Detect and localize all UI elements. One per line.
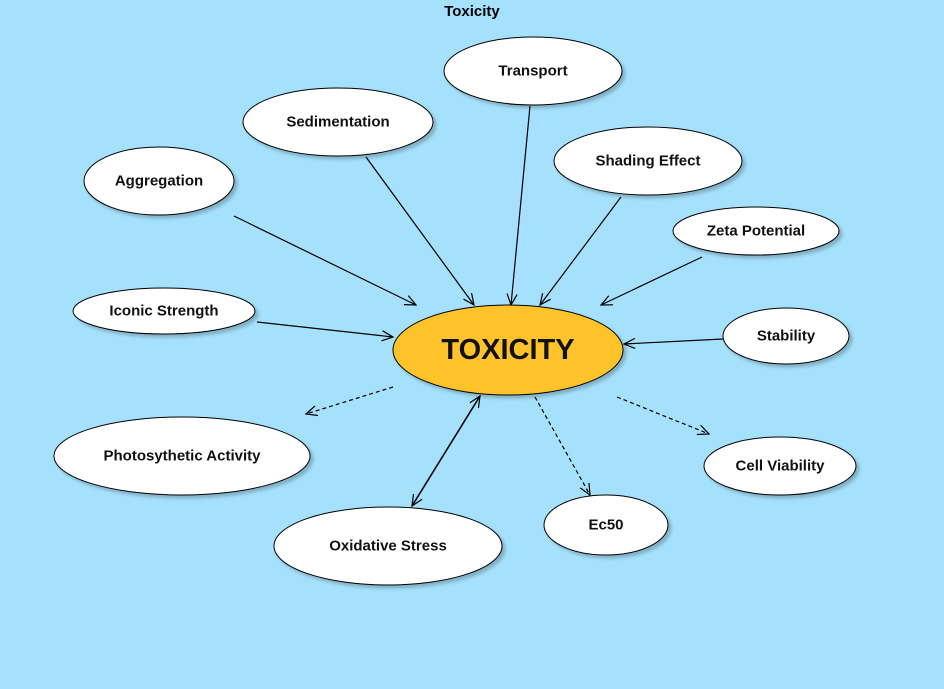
node-toxicity-center-shape — [392, 304, 624, 396]
edge-iconic-strength-to-toxicity — [256, 321, 395, 342]
node-transport-shape — [443, 36, 623, 106]
node-shading-effect-shape — [553, 126, 743, 196]
edge-toxicity-oxidative-stress — [411, 394, 481, 508]
edge-toxicity-to-photosynthetic-activity — [304, 386, 394, 417]
node-ec50-label: Ec50 — [588, 517, 623, 534]
node-zeta-potential-label: Zeta Potential — [707, 223, 805, 240]
node-ec50[interactable]: Ec50 — [543, 494, 669, 556]
node-shading-effect[interactable]: Shading Effect — [553, 126, 743, 196]
node-toxicity-center-label: TOXICITY — [441, 334, 574, 366]
edges-outputs — [304, 386, 711, 497]
node-cell-viability-label: Cell Viability — [736, 458, 826, 475]
edge-stability-to-toxicity — [622, 337, 724, 349]
node-stability-label: Stability — [757, 328, 816, 345]
node-photosynthetic-activity-shape — [53, 416, 311, 496]
edge-aggregation-to-toxicity — [233, 215, 418, 306]
node-stability-shape — [722, 307, 850, 365]
node-photosynthetic-activity[interactable]: Photosythetic Activity — [53, 416, 311, 496]
node-aggregation[interactable]: Aggregation — [83, 146, 235, 216]
node-transport-label: Transport — [498, 63, 567, 80]
node-aggregation-shape — [83, 146, 235, 216]
edge-transport-to-toxicity — [506, 105, 531, 307]
node-stability[interactable]: Stability — [722, 307, 850, 365]
node-ec50-shape — [543, 494, 669, 556]
node-oxidative-stress[interactable]: Oxidative Stress — [273, 506, 503, 586]
node-photosynthetic-activity-label: Photosythetic Activity — [104, 448, 262, 465]
edge-toxicity-to-ec50 — [534, 396, 591, 497]
edge-sedimentation-to-toxicity — [365, 156, 475, 307]
node-shading-effect-label: Shading Effect — [595, 153, 700, 170]
edge-zeta-potential-to-toxicity — [599, 256, 703, 306]
node-sedimentation-label: Sedimentation — [286, 114, 389, 131]
node-zeta-potential-shape — [672, 206, 840, 256]
node-oxidative-stress-label: Oxidative Stress — [329, 538, 447, 555]
node-iconic-strength[interactable]: Iconic Strength — [72, 287, 256, 335]
node-iconic-strength-shape — [72, 287, 256, 335]
node-sedimentation-shape — [242, 87, 434, 157]
node-zeta-potential[interactable]: Zeta Potential — [672, 206, 840, 256]
node-sedimentation[interactable]: Sedimentation — [242, 87, 434, 157]
node-iconic-strength-label: Iconic Strength — [109, 303, 218, 320]
node-cell-viability[interactable]: Cell Viability — [703, 436, 857, 496]
node-toxicity-center[interactable]: TOXICITY — [392, 304, 624, 396]
node-transport[interactable]: Transport — [443, 36, 623, 106]
edges-inputs — [233, 105, 724, 349]
node-cell-viability-shape — [703, 436, 857, 496]
edge-shading-effect-to-toxicity — [539, 196, 622, 307]
node-aggregation-label: Aggregation — [115, 173, 203, 190]
edge-toxicity-to-cell-viability — [616, 396, 711, 436]
node-oxidative-stress-shape — [273, 506, 503, 586]
diagram-title: Toxicity — [444, 3, 500, 20]
